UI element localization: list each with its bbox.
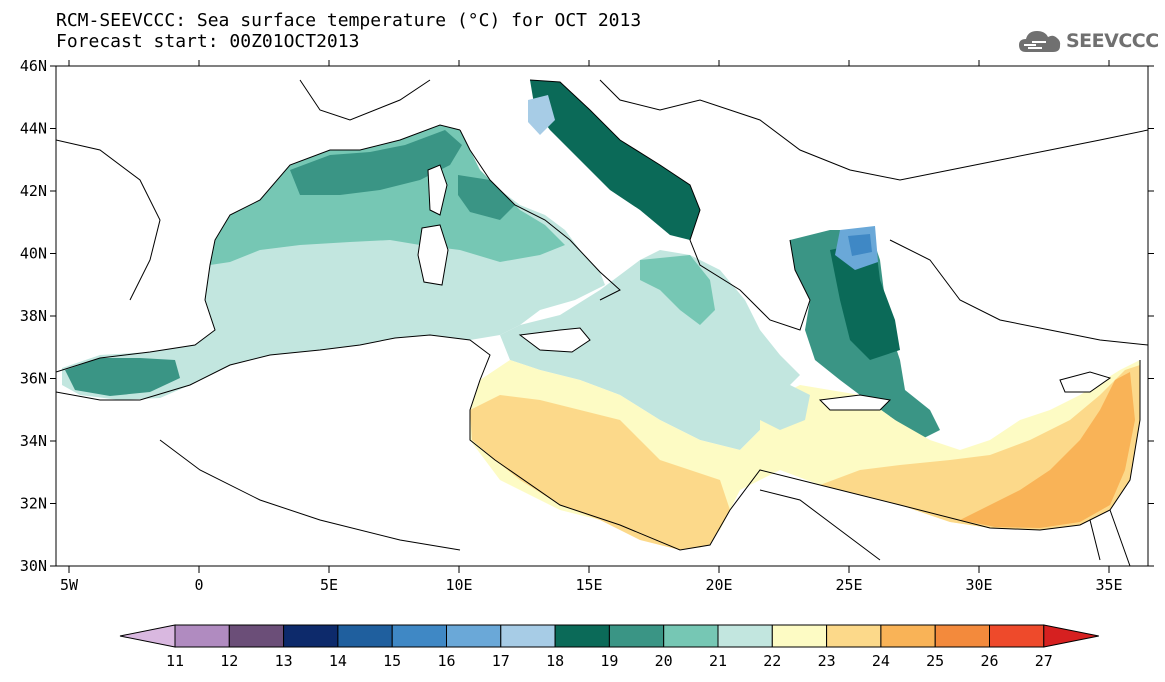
colorbar-label: 20: [655, 652, 673, 670]
lat-tick-label: 44N: [20, 120, 47, 138]
sst-levantine-east: [960, 372, 1135, 528]
coastlines: [56, 79, 1148, 566]
lon-axis: 5W 0 5E 10E 15E 20E 25E 30E 35E: [60, 60, 1123, 594]
colorbar-label: 24: [872, 652, 890, 670]
sst-marmara-core: [848, 234, 872, 256]
lat-tick-label: 40N: [20, 245, 47, 263]
sst-ionian-tongue: [640, 255, 715, 325]
sst-gulf-lion: [210, 125, 565, 265]
colorbar-box: [608, 624, 665, 648]
colorbar-box: [174, 624, 230, 648]
lat-axis: 30N 32N 34N 36N 38N 40N 42N 44N 46N: [20, 57, 1154, 575]
lat-tick-label: 34N: [20, 432, 47, 450]
chart-subtitle: Forecast start: 00Z01OCT2013: [56, 31, 360, 52]
lon-tick-label: 30E: [965, 576, 992, 594]
lon-tick-label: 25E: [835, 576, 862, 594]
colorbar-label: 26: [980, 652, 998, 670]
colorbar-box: [337, 624, 393, 648]
colorbar-label: 15: [383, 652, 401, 670]
colorbar-box: [880, 624, 936, 648]
lat-tick-label: 36N: [20, 370, 47, 388]
colorbar-box: [989, 624, 1045, 648]
colorbar-label: 27: [1035, 652, 1053, 670]
lon-tick-label: 5W: [60, 576, 79, 594]
lon-tick-label: 15E: [575, 576, 602, 594]
colorbar-label: 11: [166, 652, 184, 670]
lat-tick-label: 46N: [20, 57, 47, 75]
colorbar-label: 18: [546, 652, 564, 670]
colorbar-box: [771, 624, 828, 648]
sst-cyprus-eddy: [760, 385, 810, 430]
lat-tick-label: 30N: [20, 557, 47, 575]
colorbar-box: [663, 624, 719, 648]
lon-tick-label: 10E: [445, 576, 472, 594]
colorbar-label: 25: [926, 652, 944, 670]
colorbar-label: 16: [437, 652, 455, 670]
colorbar-box: [554, 624, 610, 648]
lat-tick-label: 32N: [20, 495, 47, 513]
sst-gulf-sidra: [470, 395, 730, 550]
logo-text: SEEVCCC: [1066, 30, 1159, 52]
colorbar-over-triangle: [1043, 624, 1099, 648]
map-field: [56, 66, 1148, 566]
sst-alboran: [65, 358, 180, 396]
colorbar-box: [228, 624, 285, 648]
colorbar-label: 13: [275, 652, 293, 670]
colorbar-label: 23: [818, 652, 836, 670]
lat-tick-label: 38N: [20, 307, 47, 325]
colorbar-box: [500, 624, 556, 648]
colorbar-label: 22: [763, 652, 781, 670]
sst-aegean-north: [830, 240, 900, 360]
colorbar-label: 19: [600, 652, 618, 670]
sst-north-adriatic: [528, 95, 555, 135]
lon-tick-label: 35E: [1095, 576, 1122, 594]
sst-tyrrhenian-north: [458, 175, 515, 220]
sst-adriatic: [530, 80, 700, 240]
colorbar-box: [934, 624, 991, 648]
colorbar-under-triangle: [119, 624, 176, 648]
sst-ligurian-core: [290, 130, 462, 195]
cloud-logo-icon: [1019, 31, 1061, 52]
colorbar-label: 14: [329, 652, 347, 670]
lon-tick-label: 20E: [705, 576, 732, 594]
colorbar-label: 21: [709, 652, 727, 670]
colorbar-label: 17: [492, 652, 510, 670]
sst-central-basin: [500, 250, 800, 450]
lat-tick-label: 42N: [20, 182, 47, 200]
islands: [417, 164, 1112, 411]
colorbar-box: [283, 624, 339, 648]
colorbar-box: [826, 624, 882, 648]
lon-tick-label: 5E: [320, 576, 338, 594]
lon-tick-label: 0: [194, 576, 203, 594]
chart-title: RCM-SEEVCCC: Sea surface temperature (°C…: [56, 10, 642, 31]
colorbar-box: [446, 624, 502, 648]
seevccc-logo: SEEVCCC: [1018, 26, 1159, 56]
colorbar-box: [391, 624, 448, 648]
colorbar: 11 12 13 14 15 16 17 18 19 20 21 22 23 24 25 26 27: [119, 624, 1099, 670]
colorbar-box: [717, 624, 773, 648]
colorbar-label: 12: [220, 652, 238, 670]
